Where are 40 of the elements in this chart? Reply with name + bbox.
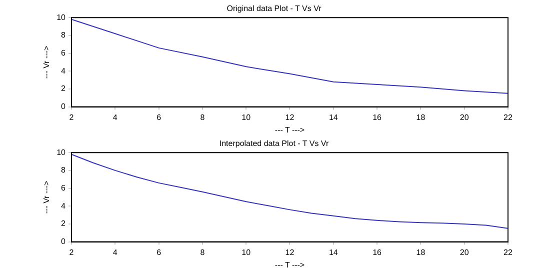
- x-tick-label: 10: [242, 112, 252, 122]
- x-tick-label: 18: [416, 112, 426, 122]
- y-axis-title: --- Vr --->: [42, 180, 52, 214]
- x-tick-label: 14: [328, 112, 338, 122]
- x-tick-label: 6: [156, 248, 162, 257]
- x-tick-label: 12: [285, 112, 295, 122]
- chart-title: Original data Plot - T Vs Vr: [226, 4, 322, 14]
- y-axis-title: --- Vr --->: [42, 45, 52, 79]
- x-tick-label: 20: [460, 112, 470, 122]
- y-tick-label: 2: [61, 84, 66, 94]
- y-tick-label: 4: [61, 66, 66, 76]
- x-tick-label: 2: [69, 112, 74, 122]
- y-tick-label: 10: [56, 12, 66, 22]
- x-tick-label: 8: [200, 112, 206, 122]
- x-tick-label: 8: [200, 248, 206, 257]
- x-axis-title: --- T --->: [274, 125, 305, 134]
- x-axis-title: --- T --->: [274, 260, 305, 270]
- x-tick-label: 16: [372, 248, 382, 257]
- x-tick-label: 10: [242, 248, 252, 257]
- x-tick-label: 16: [372, 112, 382, 122]
- y-tick-label: 2: [61, 219, 66, 228]
- x-tick-label: 14: [328, 248, 338, 257]
- x-tick-label: 18: [416, 248, 426, 257]
- x-tick-label: 20: [460, 248, 470, 257]
- y-tick-label: 10: [56, 148, 66, 157]
- x-tick-label: 4: [112, 112, 118, 122]
- y-tick-label: 6: [61, 48, 66, 58]
- x-tick-label: 6: [156, 112, 162, 122]
- x-tick-label: 2: [69, 248, 74, 257]
- x-tick-label: 22: [504, 248, 513, 257]
- y-tick-label: 8: [61, 166, 66, 175]
- y-tick-label: 8: [61, 30, 66, 40]
- y-tick-label: 4: [61, 201, 66, 210]
- x-tick-label: 12: [285, 248, 295, 257]
- x-tick-label: 4: [112, 248, 118, 257]
- y-tick-label: 6: [61, 183, 66, 192]
- y-tick-label: 0: [61, 237, 66, 246]
- x-tick-label: 22: [504, 112, 513, 122]
- y-tick-label: 0: [61, 102, 66, 112]
- chart-title: Interpolated data Plot - T Vs Vr: [219, 139, 329, 148]
